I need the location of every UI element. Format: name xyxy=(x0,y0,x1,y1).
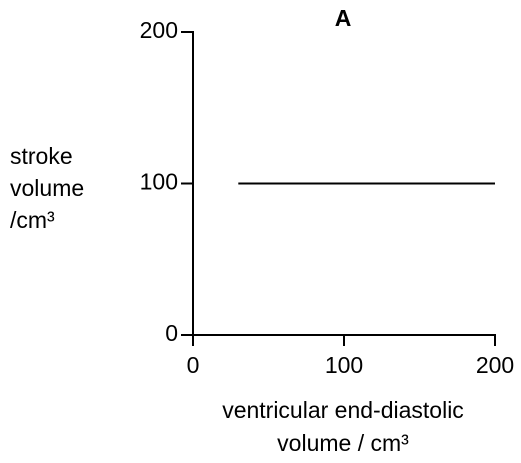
y-axis-label: volume xyxy=(10,175,84,201)
x-axis-label: ventricular end-diastolic xyxy=(222,397,464,423)
y-axis-label: /cm³ xyxy=(10,207,55,233)
chart-title: A xyxy=(335,5,352,31)
x-tick-label: 0 xyxy=(187,352,200,378)
y-tick-label: 200 xyxy=(140,17,178,43)
x-tick-label: 200 xyxy=(476,352,514,378)
y-tick-label: 0 xyxy=(165,320,178,346)
y-axis-label: stroke xyxy=(10,143,73,169)
x-tick-label: 100 xyxy=(325,352,363,378)
x-axis-label: volume / cm³ xyxy=(277,430,409,456)
y-tick-label: 100 xyxy=(140,169,178,195)
